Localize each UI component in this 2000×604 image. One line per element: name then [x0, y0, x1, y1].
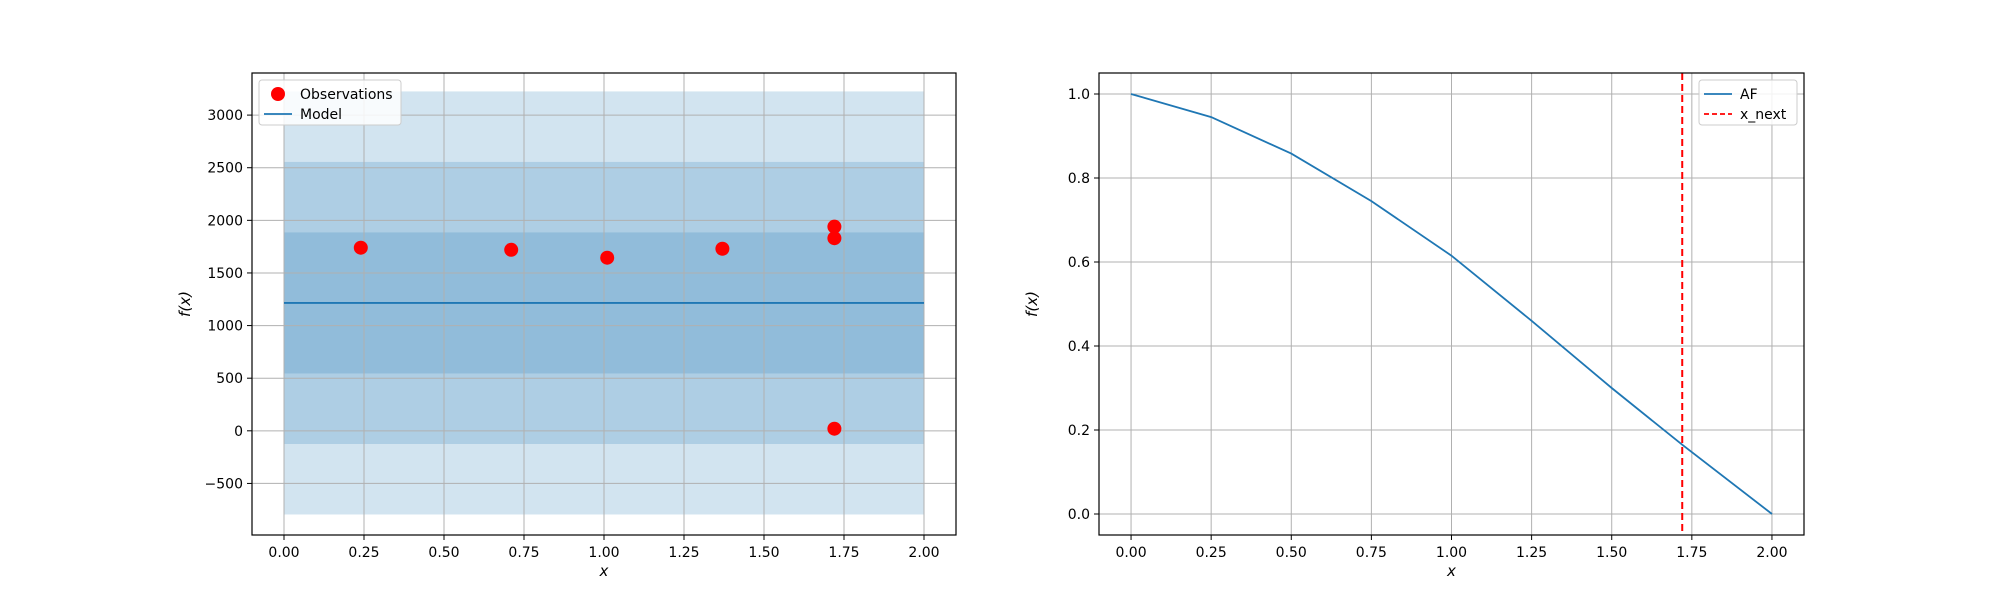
- x-tick-label: 1.50: [1596, 545, 1627, 561]
- x-tick-label: 0.50: [1276, 545, 1307, 561]
- legend-label-af: AF: [1740, 87, 1758, 103]
- y-tick-label: 3000: [207, 108, 243, 124]
- x-tick-label: 1.75: [1676, 545, 1707, 561]
- x-tick-label: 0.25: [348, 545, 379, 561]
- y-tick-label: 500: [216, 371, 243, 387]
- observation-point: [504, 242, 519, 257]
- legend-label-x-next: x_next: [1740, 107, 1787, 123]
- x-tick-label: 1.75: [828, 545, 859, 561]
- legend-marker-observations: [271, 87, 285, 101]
- observation-point: [827, 219, 842, 234]
- legend: Observations Model: [258, 79, 402, 126]
- x-tick-label: 0.50: [428, 545, 459, 561]
- x-tick-label: 1.00: [1436, 545, 1467, 561]
- legend-label-observations: Observations: [300, 87, 393, 103]
- x-tick-label: 0.00: [1115, 545, 1146, 561]
- x-tick-label: 1.25: [1516, 545, 1547, 561]
- y-tick-label: 0: [234, 424, 243, 440]
- legend-box: [258, 79, 402, 126]
- observation-point: [600, 250, 615, 265]
- y-axis-label: f(x): [1023, 291, 1041, 317]
- x-tick-label: 0.75: [1356, 545, 1387, 561]
- model-chart: 0.00 0.25 0.50 0.75 1.00 1.25 1.50 1.75 2.00 −500…: [176, 72, 957, 580]
- observation-point: [827, 421, 842, 436]
- x-axis-label: x: [1446, 562, 1456, 580]
- legend: AF x_next: [1698, 79, 1798, 126]
- y-tick-label: 0.8: [1068, 171, 1090, 187]
- y-tick-label: −500: [205, 476, 243, 492]
- legend-label-model: Model: [300, 107, 342, 123]
- x-tick-label: 1.25: [668, 545, 699, 561]
- x-tick-label: 1.50: [748, 545, 779, 561]
- y-tick-label: 0.4: [1068, 339, 1090, 355]
- y-tick-label: 0.2: [1068, 423, 1090, 439]
- x-tick-label: 0.25: [1196, 545, 1227, 561]
- x-tick-label: 0.00: [268, 545, 299, 561]
- af-line: [1130, 93, 1773, 515]
- y-tick-label: 0.6: [1068, 255, 1090, 271]
- y-axis-label: f(x): [176, 291, 194, 317]
- acquisition-chart: 0.00 0.25 0.50 0.75 1.00 1.25 1.50 1.75 2.00 0.0 0…: [1023, 72, 1805, 580]
- observation-point: [827, 231, 842, 246]
- y-tick-label: 2500: [207, 161, 243, 177]
- y-tick-label: 2000: [207, 213, 243, 229]
- x-tick-label: 2.00: [1756, 545, 1787, 561]
- y-tick-label: 1500: [207, 266, 243, 282]
- x-tick-label: 2.00: [908, 545, 939, 561]
- x-axis-label: x: [599, 562, 609, 580]
- y-tick-label: 0.0: [1068, 507, 1090, 523]
- x-tick-label: 1.00: [588, 545, 619, 561]
- y-tick-label: 1000: [207, 319, 243, 335]
- x-tick-label: 0.75: [508, 545, 539, 561]
- observation-point: [715, 241, 730, 256]
- y-tick-label: 1.0: [1068, 87, 1090, 103]
- observation-point: [353, 240, 368, 255]
